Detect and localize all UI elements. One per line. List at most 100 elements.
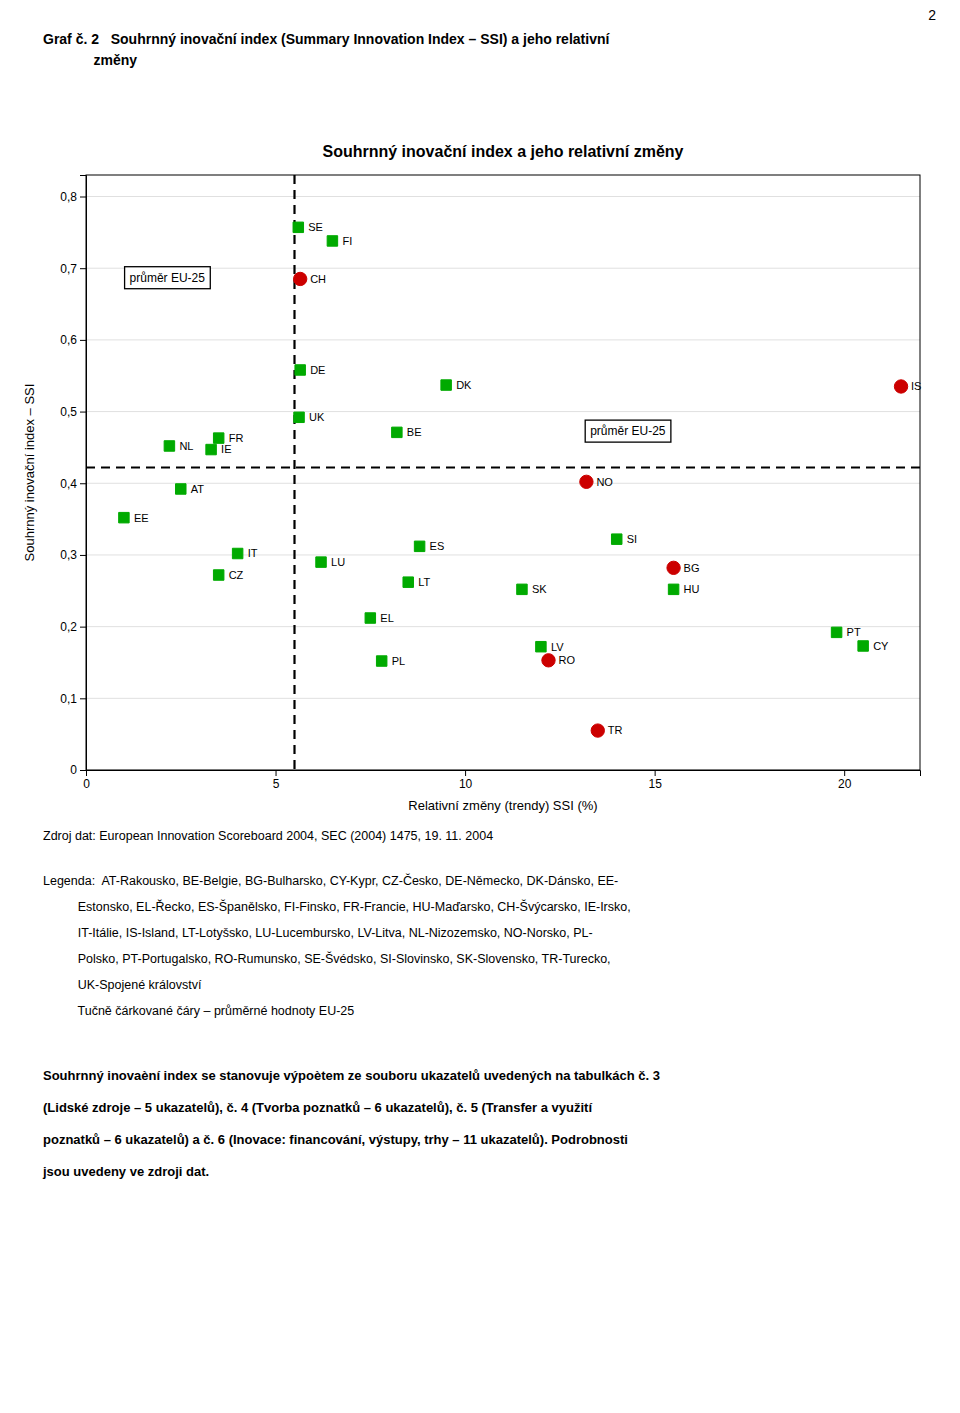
grid-line <box>86 411 920 412</box>
grid-line <box>86 339 920 340</box>
point <box>392 427 402 437</box>
point-label: FI <box>342 235 352 247</box>
point <box>119 512 129 522</box>
paragraph-text: (Lidské zdroje – 5 ukazatelů), č. 4 (Tvo… <box>43 1100 592 1115</box>
y-tick: 0,8 <box>60 190 86 204</box>
point-label: BE <box>407 426 422 438</box>
point-label: LU <box>331 556 345 568</box>
point <box>232 548 242 558</box>
y-tick: 0,1 <box>60 692 86 706</box>
point <box>365 613 375 623</box>
point-label: HU <box>684 583 700 595</box>
annotation: průměr EU-25 <box>125 267 211 289</box>
y-tick: 0,5 <box>60 405 86 419</box>
y-tick-label: 0,6 <box>60 333 77 347</box>
point-label: RO <box>558 654 575 666</box>
chart: 0 5 10 15 20 0 0,1 0,2 0,3 0,4 0,5 0,6 0,7 0,8 Souhrnn… <box>22 143 921 813</box>
grid <box>86 197 920 770</box>
x-tick-label: 0 <box>83 777 90 791</box>
y-tick-label: 0,5 <box>60 405 77 419</box>
marks <box>86 175 920 770</box>
point-label: SE <box>308 221 323 233</box>
point-label: SI <box>627 533 637 545</box>
point-label: IS <box>911 380 921 392</box>
point-label: CZ <box>229 569 244 581</box>
y-tick-mark <box>80 483 86 484</box>
x-tick-label: 15 <box>648 777 662 791</box>
point <box>176 484 186 494</box>
source: Zdroj dat: European Innovation Scoreboar… <box>43 829 493 843</box>
grid-line <box>86 196 920 197</box>
x-tick-mark <box>655 770 656 776</box>
x-tick-mark <box>844 770 845 776</box>
grid-line <box>86 698 920 699</box>
chart-title: Souhrnný inovační index a jeho relativní… <box>323 143 684 160</box>
point-label: NL <box>179 440 193 452</box>
grid-line <box>86 483 920 484</box>
point-label: EL <box>380 612 393 624</box>
annotation-box <box>125 267 211 289</box>
point <box>580 475 593 488</box>
point <box>316 557 326 567</box>
x-tick: 20 <box>838 770 852 791</box>
x-tick-label: 10 <box>459 777 473 791</box>
y-axis-line <box>80 176 87 771</box>
point <box>327 236 337 246</box>
point <box>213 570 223 580</box>
y-tick: 0,3 <box>60 548 86 562</box>
annotation-box <box>585 420 671 442</box>
x-tick: 5 <box>273 770 280 791</box>
point-label: DK <box>456 379 472 391</box>
y-tick: 0,7 <box>60 262 86 276</box>
legend-text: UK-Spojené království <box>43 978 202 992</box>
point <box>667 561 680 574</box>
y-tick: 0 <box>70 763 86 777</box>
point-label: DE <box>310 364 325 376</box>
paragraph-text: Souhrnný inovaèní index se stanovuje výp… <box>43 1068 660 1083</box>
y-tick-label: 0,2 <box>60 620 77 634</box>
point <box>403 577 413 587</box>
point-label: PT <box>847 626 861 638</box>
y-tick-mark <box>80 412 86 413</box>
x-tick-mark <box>276 770 277 776</box>
point-labels: SEFIDEDKUKBEFRNLIEATEEITLUCZESSILTSKHUEL… <box>134 221 922 736</box>
point <box>213 433 223 443</box>
reference-line <box>293 175 295 770</box>
y-tick-mark <box>80 627 86 628</box>
grid-line <box>86 268 920 269</box>
y-tick-label: 0,1 <box>60 692 77 706</box>
point-label: FR <box>229 432 244 444</box>
annotation-text: průměr EU-25 <box>590 424 666 438</box>
point <box>295 365 305 375</box>
point <box>293 222 303 232</box>
paragraph-text: poznatků – 6 ukazatelů) a č. 6 (Inovace:… <box>43 1132 628 1147</box>
y-tick: 0,4 <box>60 477 86 491</box>
y-tick-label: 0,8 <box>60 190 77 204</box>
point-label: NO <box>596 476 613 488</box>
point <box>414 541 424 551</box>
page-title: změny <box>43 52 137 68</box>
y-tick: 0,6 <box>60 333 86 347</box>
y-tick: 0,2 <box>60 620 86 634</box>
series <box>294 272 908 737</box>
point-label: TR <box>608 724 623 736</box>
point-label: CY <box>873 640 889 652</box>
y-tick-mark <box>80 268 86 269</box>
page: 2Graf č. 2 Souhrnný inovační index (Summ… <box>0 0 960 1413</box>
annotation: průměr EU-25 <box>585 420 671 442</box>
point <box>294 412 304 422</box>
point-label: IE <box>221 443 231 455</box>
page-number: 2 <box>928 7 936 23</box>
point-label: CH <box>310 273 326 285</box>
point <box>517 584 527 594</box>
point <box>294 272 307 285</box>
point <box>542 654 555 667</box>
paragraph-text: jsou uvedeny ve zdroji dat. <box>42 1164 209 1179</box>
grid-line <box>86 626 920 627</box>
x-tick: 15 <box>648 770 662 791</box>
y-tick-mark <box>80 197 86 198</box>
y-tick-mark <box>80 340 86 341</box>
point <box>441 380 451 390</box>
point-label: SK <box>532 583 547 595</box>
annotations: průměr EU-25 průměr EU-25 <box>125 267 671 442</box>
